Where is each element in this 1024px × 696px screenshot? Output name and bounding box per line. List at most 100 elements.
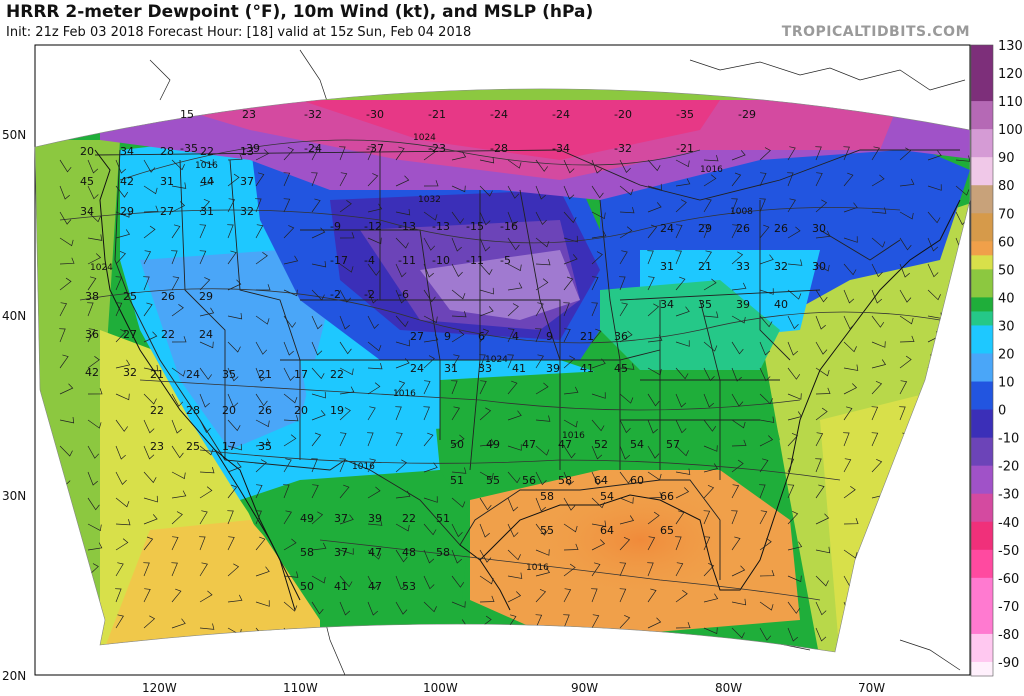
dewpoint-value-label: 45 (614, 362, 628, 375)
colorbar-label: 110 (998, 95, 1023, 110)
wind-barb (815, 387, 831, 395)
dewpoint-value-label: 26 (258, 404, 272, 417)
dewpoint-value-label: 47 (558, 438, 572, 451)
colorbar-label: 20 (998, 347, 1015, 362)
wind-barb (787, 627, 799, 642)
wind-barb (535, 567, 551, 577)
wind-barb (283, 484, 290, 499)
wind-barb (955, 185, 970, 196)
wind-barb (563, 276, 574, 291)
dewpoint-value-label: 32 (774, 260, 788, 273)
wind-barb (395, 549, 408, 563)
wind-barb (815, 407, 828, 421)
wind-barb (563, 445, 576, 459)
dewpoint-value-label: 65 (660, 524, 674, 537)
dewpoint-value-label: 58 (540, 490, 554, 503)
wind-barb (227, 198, 236, 213)
wind-barb (703, 311, 719, 318)
dewpoint-value-label: 19 (330, 404, 344, 417)
wind-barb (199, 224, 207, 239)
wind-barb (591, 230, 607, 239)
wind-barb (283, 225, 295, 239)
wind-barb (507, 354, 514, 369)
wind-barb (787, 432, 799, 447)
dewpoint-value-label: 6 (478, 330, 485, 343)
wind-barb (619, 497, 634, 504)
wind-barb (227, 563, 240, 577)
wind-barb (507, 185, 520, 199)
dewpoint-value-label: 41 (512, 362, 526, 375)
wind-barb (507, 591, 522, 603)
wind-barb (815, 627, 827, 642)
wind-barb (311, 146, 320, 161)
colorbar-swatch (971, 101, 993, 130)
wind-barb (87, 328, 96, 343)
wind-barb (815, 172, 823, 187)
colorbar-labels: 1301201101009080706050403020100-10-20-30… (998, 39, 1023, 671)
wind-barb (451, 354, 460, 369)
wind-barb (423, 549, 435, 564)
wind-barb (843, 236, 858, 243)
wind-barb (843, 315, 855, 330)
wind-barb (675, 562, 684, 577)
dewpoint-value-label: 33 (478, 362, 492, 375)
wind-barb (87, 211, 101, 223)
wind-barb (619, 363, 635, 370)
wind-barb (115, 329, 127, 343)
wind-barb (171, 276, 180, 291)
wind-barb (367, 382, 381, 395)
site-watermark: TROPICALTIDBITS.COM (781, 24, 970, 40)
wind-barb (703, 445, 718, 452)
wind-barb (563, 563, 576, 577)
wind-barb (619, 588, 627, 603)
wind-barb (731, 598, 747, 606)
dewpoint-value-label: 39 (368, 512, 382, 525)
dewpoint-value-label: 52 (594, 438, 608, 451)
lon-label-110w: 110W (283, 681, 318, 695)
wind-barb (395, 289, 407, 304)
wind-barb (815, 146, 822, 161)
lat-label-50n: 50N (2, 128, 26, 142)
wind-barb (535, 185, 546, 200)
wind-barb (395, 575, 406, 590)
wind-barb (311, 260, 327, 268)
dewpoint-value-label: 27 (160, 205, 174, 218)
wind-barb (563, 614, 570, 629)
wind-barb (843, 289, 855, 304)
wind-barb (843, 432, 850, 447)
dewpoint-value-label: 15 (180, 108, 194, 121)
wind-barb (143, 393, 157, 405)
wind-barb (703, 627, 718, 635)
wind-barb (759, 147, 771, 161)
wind-barb (115, 229, 131, 239)
wind-barb (87, 419, 102, 429)
dewpoint-value-label: 57 (666, 438, 680, 451)
wind-barb (171, 201, 186, 213)
wind-barb (507, 263, 522, 272)
wind-barb (787, 289, 802, 300)
wind-barb (591, 520, 607, 527)
wind-barb (759, 510, 768, 525)
wind-barb (731, 627, 745, 639)
wind-barb (423, 237, 436, 251)
wind-barb (423, 315, 438, 324)
wind-barb (395, 601, 408, 615)
colorbar-label: 60 (998, 235, 1015, 250)
wind-barb (647, 202, 662, 213)
wind-barb (563, 185, 575, 200)
wind-barb (423, 496, 438, 503)
wind-barb (423, 575, 435, 590)
wind-barb (507, 523, 519, 538)
wind-barb (59, 354, 69, 369)
wind-barb (479, 549, 492, 563)
wind-barb (199, 198, 210, 213)
wind-barb (591, 302, 598, 317)
wind-barb (787, 341, 799, 356)
wind-barb (535, 211, 547, 225)
wind-barb (395, 175, 410, 187)
colorbar-swatch (971, 633, 993, 663)
lon-label-120w: 120W (142, 681, 177, 695)
wind-barb (283, 255, 299, 265)
wind-barb (815, 230, 831, 239)
dewpoint-value-label: 21 (580, 330, 594, 343)
